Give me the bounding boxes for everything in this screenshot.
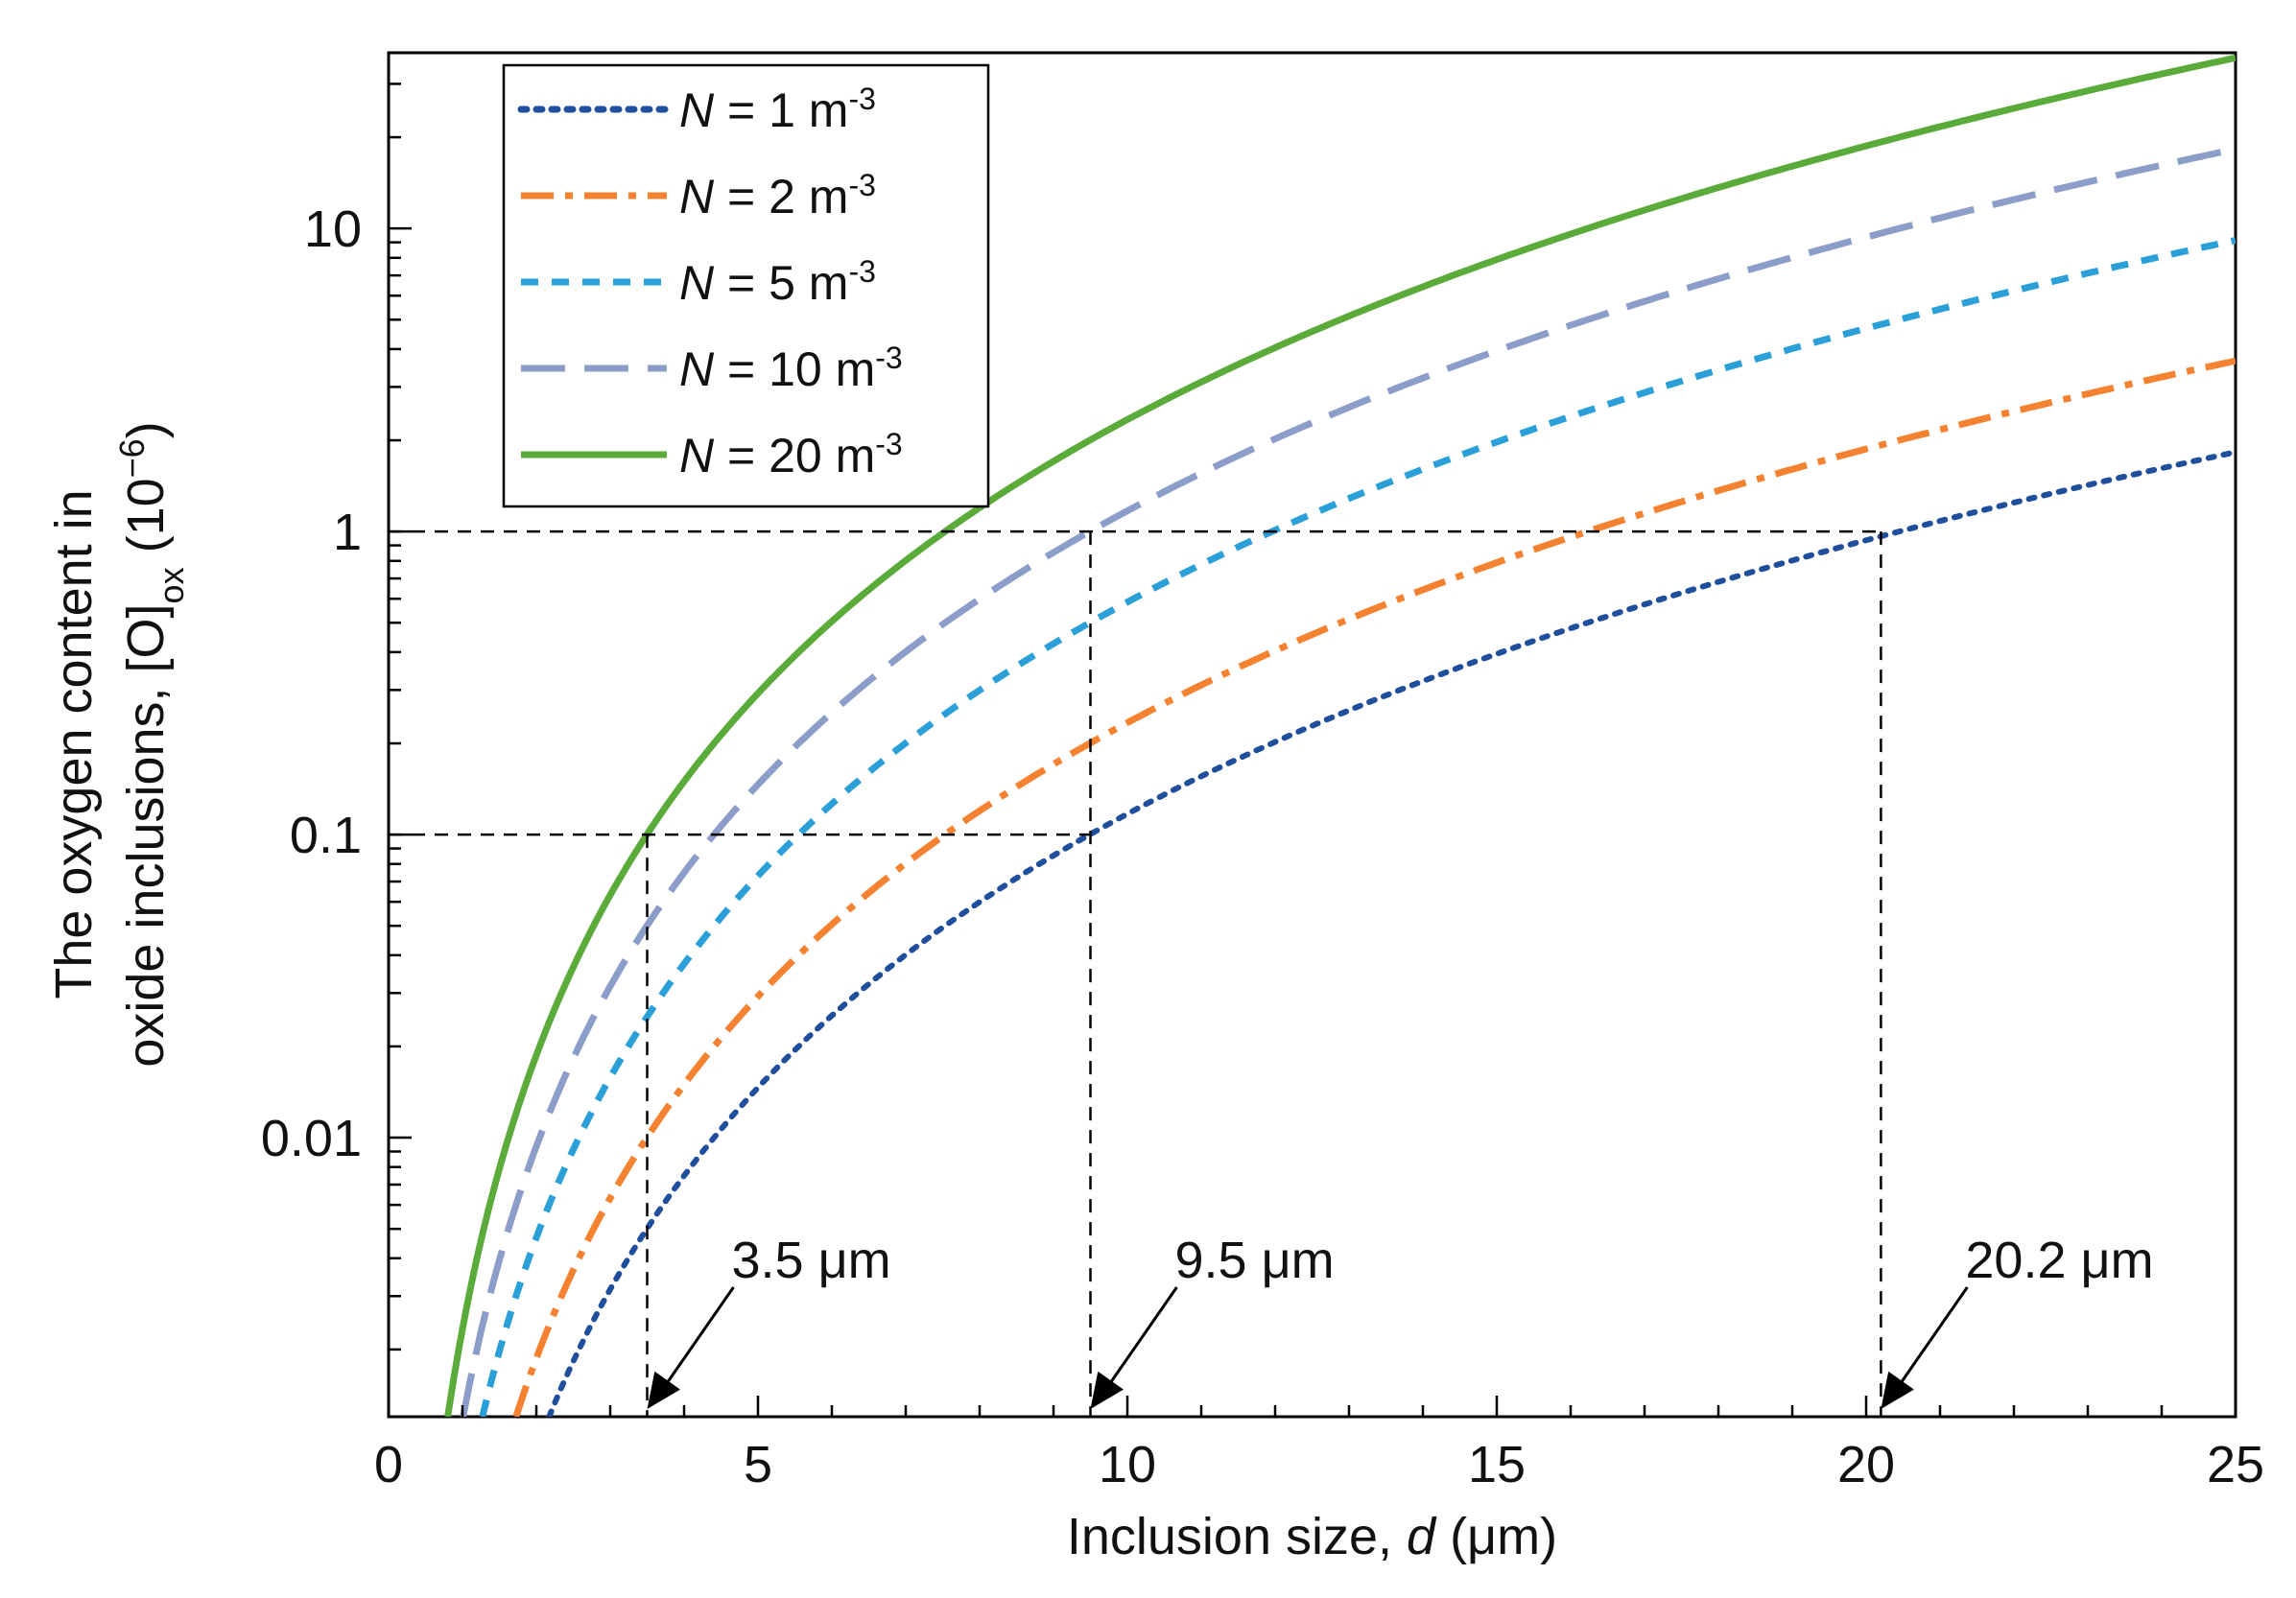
plot-frame <box>387 51 2237 1419</box>
x-tick-label: 15 <box>1468 1436 1526 1493</box>
y-tick-label: 10 <box>304 200 362 258</box>
x-tick-label: 25 <box>2207 1436 2264 1493</box>
series-line-3 <box>479 237 2236 1417</box>
y-tick-label: 0.1 <box>290 807 362 864</box>
y-axis: 0.01 0.1 1 10 <box>261 82 412 1351</box>
series-line-4 <box>460 145 2236 1417</box>
x-tick-label: 20 <box>1837 1436 1895 1493</box>
x-tick-label: 5 <box>744 1436 772 1493</box>
legend-label-4: N = 10 m-3 <box>679 341 903 396</box>
y-tick-label: 0.01 <box>261 1110 362 1167</box>
legend: N = 1 m-3 N = 2 m-3 N = 5 m-3 N = 10 m-3 N =… <box>502 63 990 508</box>
x-axis: 0 5 10 15 20 25 <box>374 1396 2264 1493</box>
y-axis-title-line2: oxide inclusions, [O]ox (10−6) <box>112 421 191 1067</box>
series-layer <box>444 54 2236 1417</box>
annotations: 3.5 μm 9.5 μm 20.2 μm <box>647 1232 2154 1409</box>
legend-label-5: N = 20 m-3 <box>679 427 903 482</box>
annotation-label-2: 9.5 μm <box>1175 1232 1335 1289</box>
annotation-arrow-head-3 <box>1881 1371 1914 1409</box>
y-axis-title: The oxygen content in oxide inclusions, … <box>45 421 191 1067</box>
legend-box <box>502 63 990 508</box>
series-line-5 <box>444 54 2236 1417</box>
annotation-arrow-head-2 <box>1090 1371 1124 1409</box>
annotation-label-3: 20.2 μm <box>1965 1232 2153 1289</box>
x-axis-title: Inclusion size, d (μm) <box>1067 1508 1557 1565</box>
y-axis-title-line1: The oxygen content in <box>45 489 103 999</box>
legend-label-3: N = 5 m-3 <box>679 254 876 310</box>
series-line-2 <box>512 357 2236 1417</box>
reference-lines <box>389 529 1882 1417</box>
y-tick-label: 1 <box>333 504 362 561</box>
legend-label-2: N = 2 m-3 <box>679 168 876 223</box>
series-line-1 <box>546 449 2236 1417</box>
x-tick-label: 10 <box>1099 1436 1156 1493</box>
x-tick-label: 0 <box>374 1436 403 1493</box>
plot-area <box>387 51 2237 1419</box>
annotation-label-1: 3.5 μm <box>732 1232 891 1289</box>
annotation-arrow-head-1 <box>647 1371 680 1409</box>
legend-label-1: N = 1 m-3 <box>679 82 876 137</box>
